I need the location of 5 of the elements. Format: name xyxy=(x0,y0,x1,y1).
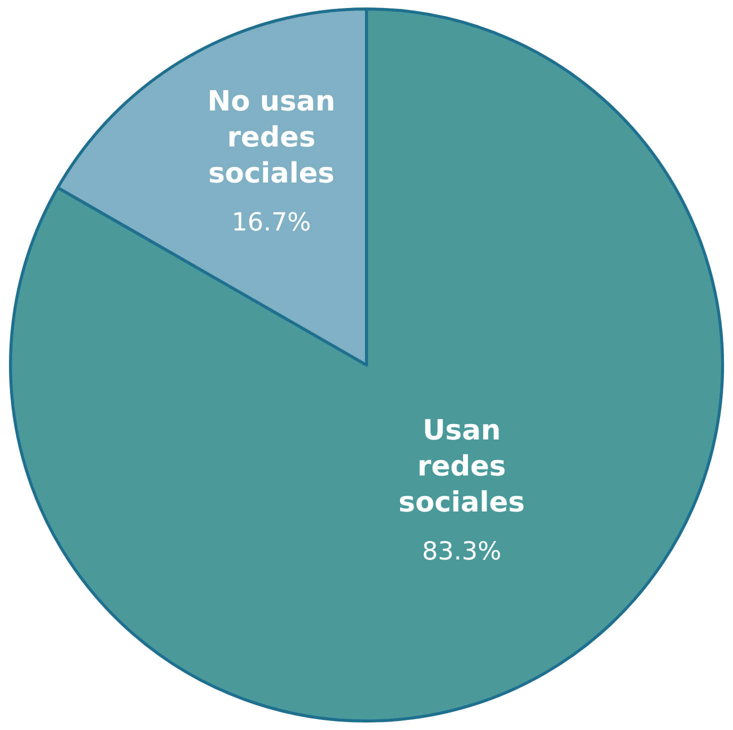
slice-label: Usan redes sociales xyxy=(398,413,525,518)
data-label: 83.3% xyxy=(422,536,502,566)
slice-label: No usan redes sociales xyxy=(207,84,336,190)
pie-slice xyxy=(9,8,724,722)
data-label: 16.7% xyxy=(232,208,312,237)
